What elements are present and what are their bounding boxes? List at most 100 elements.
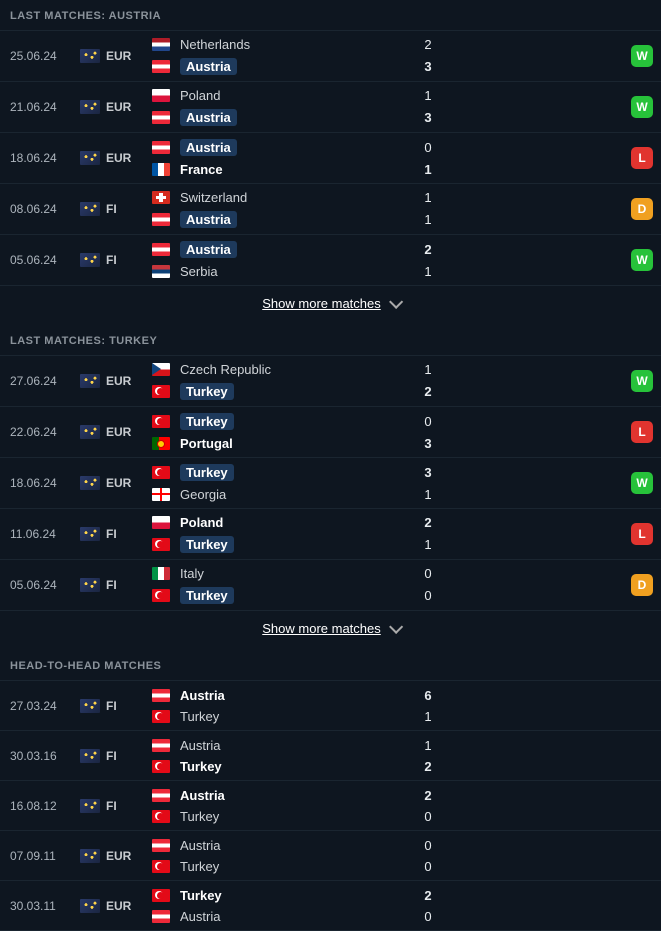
- result-badge: W: [631, 472, 653, 494]
- team-name-wrap: Portugal: [180, 436, 413, 451]
- team-line: Austria0: [152, 139, 443, 156]
- teams: Austria2Turkey0: [152, 788, 443, 824]
- team-name-wrap: Switzerland: [180, 190, 413, 205]
- team-flag-icon: [152, 111, 170, 124]
- team-flag-icon: [152, 38, 170, 51]
- team-name-wrap: Netherlands: [180, 37, 413, 52]
- team-score: 3: [413, 59, 443, 74]
- team-name-wrap: Austria: [180, 58, 413, 75]
- team-name: Turkey: [180, 859, 413, 874]
- match-row[interactable]: 25.06.24EURNetherlands2Austria3W: [0, 31, 661, 82]
- team-name-wrap: Turkey: [180, 587, 413, 604]
- team-flag-icon: [152, 810, 170, 823]
- team-name: Turkey: [180, 383, 234, 400]
- teams: Switzerland1Austria1: [152, 190, 443, 228]
- match-row[interactable]: 07.09.11EURAustria0Turkey0: [0, 831, 661, 881]
- result-area: W: [443, 45, 653, 67]
- team-name: Austria: [180, 109, 237, 126]
- team-name-wrap: Poland: [180, 88, 413, 103]
- match-row[interactable]: 27.03.24FIAustria6Turkey1: [0, 681, 661, 731]
- teams: Turkey3Georgia1: [152, 464, 443, 502]
- competition: EUR: [80, 849, 152, 863]
- match-row[interactable]: 30.03.16FIAustria1Turkey2: [0, 731, 661, 781]
- result-area: W: [443, 472, 653, 494]
- team-name: Austria: [180, 211, 237, 228]
- team-name: Austria: [180, 788, 413, 803]
- team-name: Turkey: [180, 709, 413, 724]
- teams: Austria6Turkey1: [152, 688, 443, 724]
- result-area: L: [443, 523, 653, 545]
- team-score: 0: [413, 414, 443, 429]
- show-more-button[interactable]: Show more matches: [0, 611, 661, 650]
- team-line: Austria1: [152, 738, 443, 753]
- team-flag-icon: [152, 567, 170, 580]
- team-name: Austria: [180, 139, 237, 156]
- result-badge: D: [631, 574, 653, 596]
- team-name: Poland: [180, 515, 413, 530]
- team-name-wrap: Austria: [180, 909, 413, 924]
- teams: Poland1Austria3: [152, 88, 443, 126]
- team-score: 0: [413, 838, 443, 853]
- result-area: D: [443, 198, 653, 220]
- match-row[interactable]: 22.06.24EURTurkey0Portugal3L: [0, 407, 661, 458]
- team-name: Austria: [180, 838, 413, 853]
- match-row[interactable]: 27.06.24EURCzech Republic1Turkey2W: [0, 356, 661, 407]
- match-row[interactable]: 30.03.11EURTurkey2Austria0: [0, 881, 661, 931]
- match-row[interactable]: 18.06.24EURTurkey3Georgia1W: [0, 458, 661, 509]
- match-date: 30.03.16: [10, 749, 80, 763]
- team-flag-icon: [152, 839, 170, 852]
- team-name: Turkey: [180, 809, 413, 824]
- team-line: France1: [152, 162, 443, 177]
- team-line: Serbia1: [152, 264, 443, 279]
- team-flag-icon: [152, 191, 170, 204]
- teams: Austria2 Serbia1: [152, 241, 443, 279]
- competition-flag-icon: [80, 799, 100, 813]
- match-row[interactable]: 05.06.24FIItaly0Turkey0D: [0, 560, 661, 611]
- competition-code: EUR: [106, 49, 131, 63]
- team-name-wrap: Austria: [180, 109, 413, 126]
- team-flag-icon: [152, 363, 170, 376]
- show-more-button[interactable]: Show more matches: [0, 286, 661, 325]
- match-row[interactable]: 08.06.24FISwitzerland1Austria1D: [0, 184, 661, 235]
- teams: Turkey0Portugal3: [152, 413, 443, 451]
- team-line: Austria2: [152, 241, 443, 258]
- match-row[interactable]: 18.06.24EURAustria0France1L: [0, 133, 661, 184]
- teams: Austria0Turkey0: [152, 838, 443, 874]
- match-row[interactable]: 21.06.24EURPoland1Austria3W: [0, 82, 661, 133]
- team-score: 0: [413, 566, 443, 581]
- chevron-down-icon: [389, 619, 403, 633]
- match-row[interactable]: 11.06.24FIPoland2Turkey1L: [0, 509, 661, 560]
- team-flag-icon: [152, 760, 170, 773]
- competition-code: EUR: [106, 899, 131, 913]
- team-flag-icon: [152, 589, 170, 602]
- team-name-wrap: Georgia: [180, 487, 413, 502]
- team-name-wrap: Czech Republic: [180, 362, 413, 377]
- competition-code: FI: [106, 578, 117, 592]
- competition-code: FI: [106, 527, 117, 541]
- team-score: 1: [413, 487, 443, 502]
- team-line: Turkey 2: [152, 383, 443, 400]
- match-row[interactable]: 16.08.12FIAustria2Turkey0: [0, 781, 661, 831]
- team-flag-icon: [152, 789, 170, 802]
- team-line: Turkey0: [152, 413, 443, 430]
- section-header: HEAD-TO-HEAD MATCHES: [0, 650, 661, 681]
- team-score: 1: [413, 709, 443, 724]
- match-row[interactable]: 05.06.24FIAustria2Serbia1W: [0, 235, 661, 286]
- team-line: Italy0: [152, 566, 443, 581]
- competition: FI: [80, 202, 152, 216]
- competition: EUR: [80, 100, 152, 114]
- match-date: 27.03.24: [10, 699, 80, 713]
- team-name-wrap: Turkey: [180, 888, 413, 903]
- team-line: Turkey1: [152, 536, 443, 553]
- team-score: 2: [413, 384, 443, 399]
- result-area: L: [443, 421, 653, 443]
- competition-flag-icon: [80, 202, 100, 216]
- team-flag-icon: [152, 141, 170, 154]
- match-date: 08.06.24: [10, 202, 80, 216]
- competition-flag-icon: [80, 425, 100, 439]
- team-score: 1: [413, 738, 443, 753]
- team-line: Turkey2: [152, 759, 443, 774]
- match-date: 25.06.24: [10, 49, 80, 63]
- team-score: 1: [413, 362, 443, 377]
- match-date: 22.06.24: [10, 425, 80, 439]
